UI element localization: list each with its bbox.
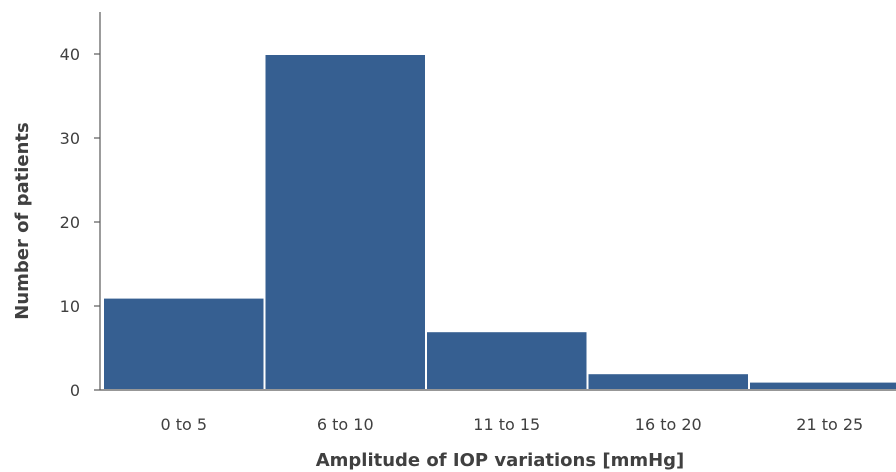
y-tick-label: 30 — [60, 129, 80, 148]
x-axis-title: Amplitude of IOP variations [mmHg] — [316, 450, 685, 471]
x-tick-label: 16 to 20 — [635, 415, 702, 434]
bar-16-to-20 — [586, 372, 750, 392]
bar-11-to-15 — [425, 330, 589, 392]
x-tick-label: 11 to 15 — [473, 415, 540, 434]
y-tick-label: 0 — [70, 381, 80, 400]
x-tick-label: 6 to 10 — [317, 415, 374, 434]
y-tick-label: 40 — [60, 45, 80, 64]
x-tick-labels: 0 to 5 6 to 10 11 to 15 16 to 20 21 to 25 — [160, 415, 863, 434]
y-tick-label: 20 — [60, 213, 80, 232]
y-tick-labels: 0 10 20 30 40 — [60, 45, 100, 400]
y-tick-label: 10 — [60, 297, 80, 316]
bar-0-to-5 — [102, 296, 266, 392]
bars-group — [102, 53, 896, 392]
x-tick-label: 21 to 25 — [796, 415, 863, 434]
bar-6-to-10 — [263, 53, 427, 391]
y-axis-title: Number of patients — [12, 122, 33, 319]
x-tick-label: 0 to 5 — [160, 415, 207, 434]
bar-21-to-25 — [748, 380, 896, 392]
